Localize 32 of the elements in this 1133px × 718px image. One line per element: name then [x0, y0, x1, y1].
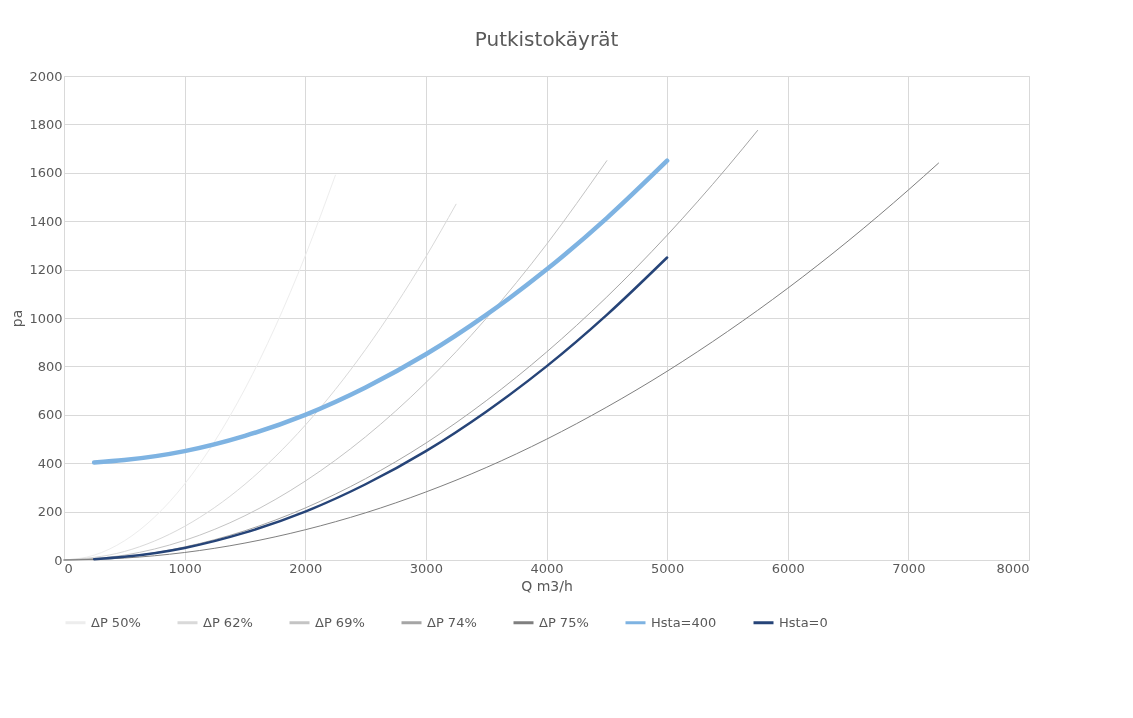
y-tick-label: 1000: [29, 310, 63, 326]
line-series: [92, 256, 669, 561]
y-tick-label: 600: [37, 407, 63, 423]
legend-label: ΔP 74%: [427, 614, 477, 630]
x-tick-label: 2000: [289, 560, 323, 576]
chart-title: Putkistokäyrät: [474, 27, 619, 51]
x-tick-label: 5000: [651, 560, 685, 576]
y-tick-label: 2000: [29, 68, 63, 84]
x-tick-label: 6000: [771, 560, 805, 576]
y-axis-title: pa: [9, 309, 26, 328]
y-tick-label: 1600: [29, 165, 63, 181]
x-tick-label: 8000: [996, 560, 1030, 576]
legend-label: Hsta=400: [651, 614, 717, 630]
y-tick-label: 1200: [29, 262, 63, 278]
legend-label: Hsta=0: [779, 614, 828, 630]
y-tick-label: 200: [37, 504, 63, 520]
x-tick-label: 0: [64, 560, 73, 576]
y-tick-label: 1800: [29, 116, 63, 132]
y-tick-label: 800: [37, 358, 63, 374]
legend-label: ΔP 62%: [203, 614, 253, 630]
x-tick-label: 7000: [892, 560, 926, 576]
line-series: [91, 158, 670, 465]
line-series: [63, 162, 940, 561]
legend-label: ΔP 75%: [539, 614, 589, 630]
x-tick-label: 3000: [409, 560, 443, 576]
x-tick-label: 1000: [168, 560, 202, 576]
y-tick-label: 400: [37, 455, 63, 471]
x-axis-title: Q m3/h: [521, 577, 573, 594]
legend-label: ΔP 69%: [315, 614, 365, 630]
x-tick-label: 4000: [530, 560, 564, 576]
y-tick-label: 1400: [29, 213, 63, 229]
legend-label: ΔP 50%: [91, 614, 141, 630]
